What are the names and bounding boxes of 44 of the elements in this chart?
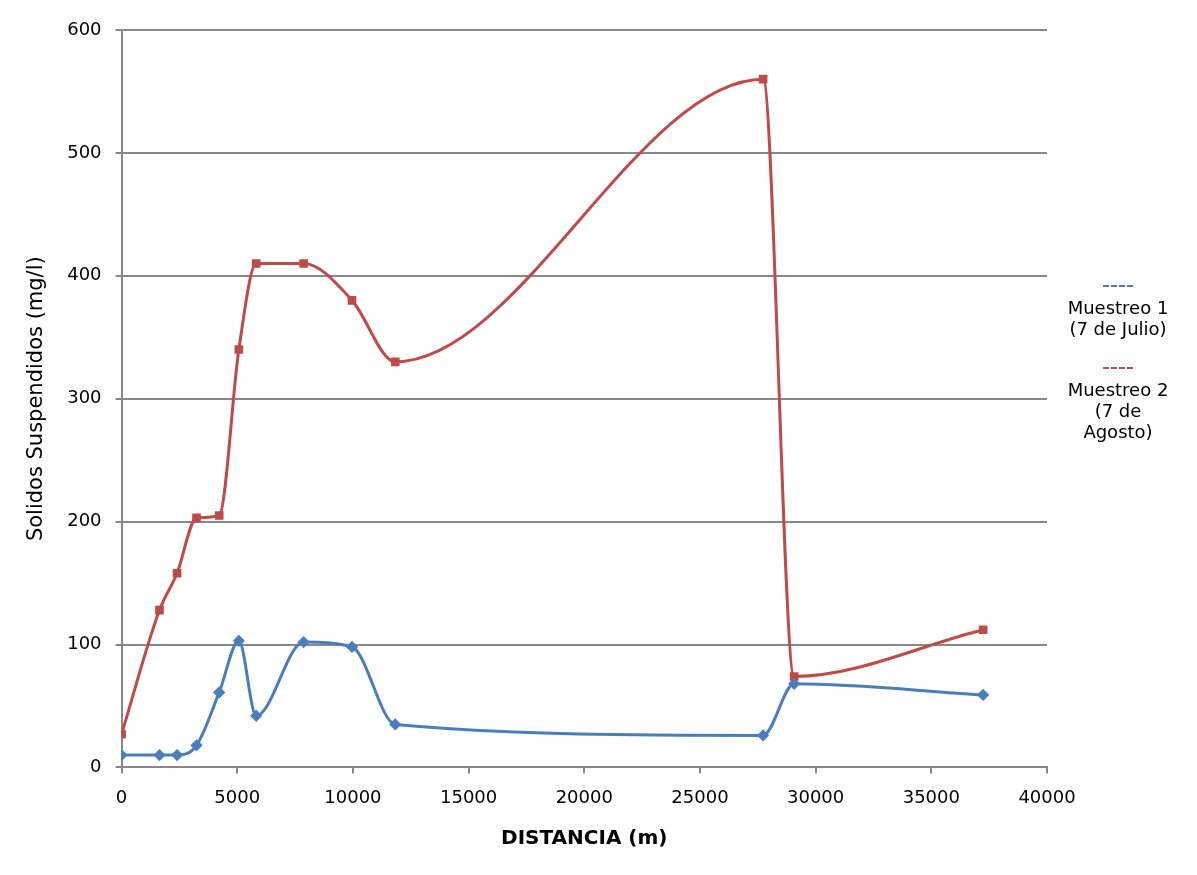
y-tick-label: 400 (67, 263, 102, 285)
point (214, 511, 224, 520)
point (346, 641, 358, 653)
point (233, 635, 245, 647)
point (389, 718, 401, 730)
x-tick-label: 20000 (555, 785, 613, 807)
x-tick-label: 40000 (1018, 785, 1076, 807)
point (390, 357, 400, 367)
point (789, 672, 799, 681)
point (251, 259, 261, 268)
y-tick-label: 500 (67, 140, 102, 162)
x-tick-label: 35000 (902, 785, 960, 807)
x-tick-label: 10000 (324, 785, 382, 807)
point (788, 678, 800, 690)
x-tick-label: 5000 (214, 785, 261, 807)
x-tick-label: 0 (115, 785, 128, 807)
x-axis-title: DISTANCIA (m) (501, 825, 668, 850)
point (191, 739, 203, 751)
x-tick-label: 25000 (671, 785, 729, 807)
y-tick-label: 300 (67, 386, 102, 408)
point (977, 689, 989, 701)
x-tick-label: 15000 (439, 785, 498, 807)
y-tick-label: 200 (67, 509, 102, 531)
y-tick-label: 600 (67, 17, 102, 39)
x-tick-label: 30000 (787, 785, 845, 807)
point (757, 729, 769, 741)
point (172, 568, 182, 578)
y-tick-label: 0 (90, 755, 102, 777)
point (234, 345, 244, 354)
y-axis-title: Solidos Suspendidos (mg/l) (23, 256, 48, 542)
point (298, 636, 310, 648)
point (155, 605, 164, 615)
point (978, 625, 988, 635)
point (758, 74, 768, 84)
legend-label: Muestreo 1 (7 de Julio) (1066, 297, 1170, 339)
point (299, 259, 308, 268)
point (154, 749, 165, 761)
point (347, 296, 357, 305)
point (213, 686, 225, 698)
y-tick-label: 100 (67, 632, 102, 654)
point (250, 710, 262, 722)
point (171, 749, 183, 761)
point (192, 513, 201, 523)
legend-label: Muestreo 2 (7 de Agosto) (1066, 379, 1170, 442)
